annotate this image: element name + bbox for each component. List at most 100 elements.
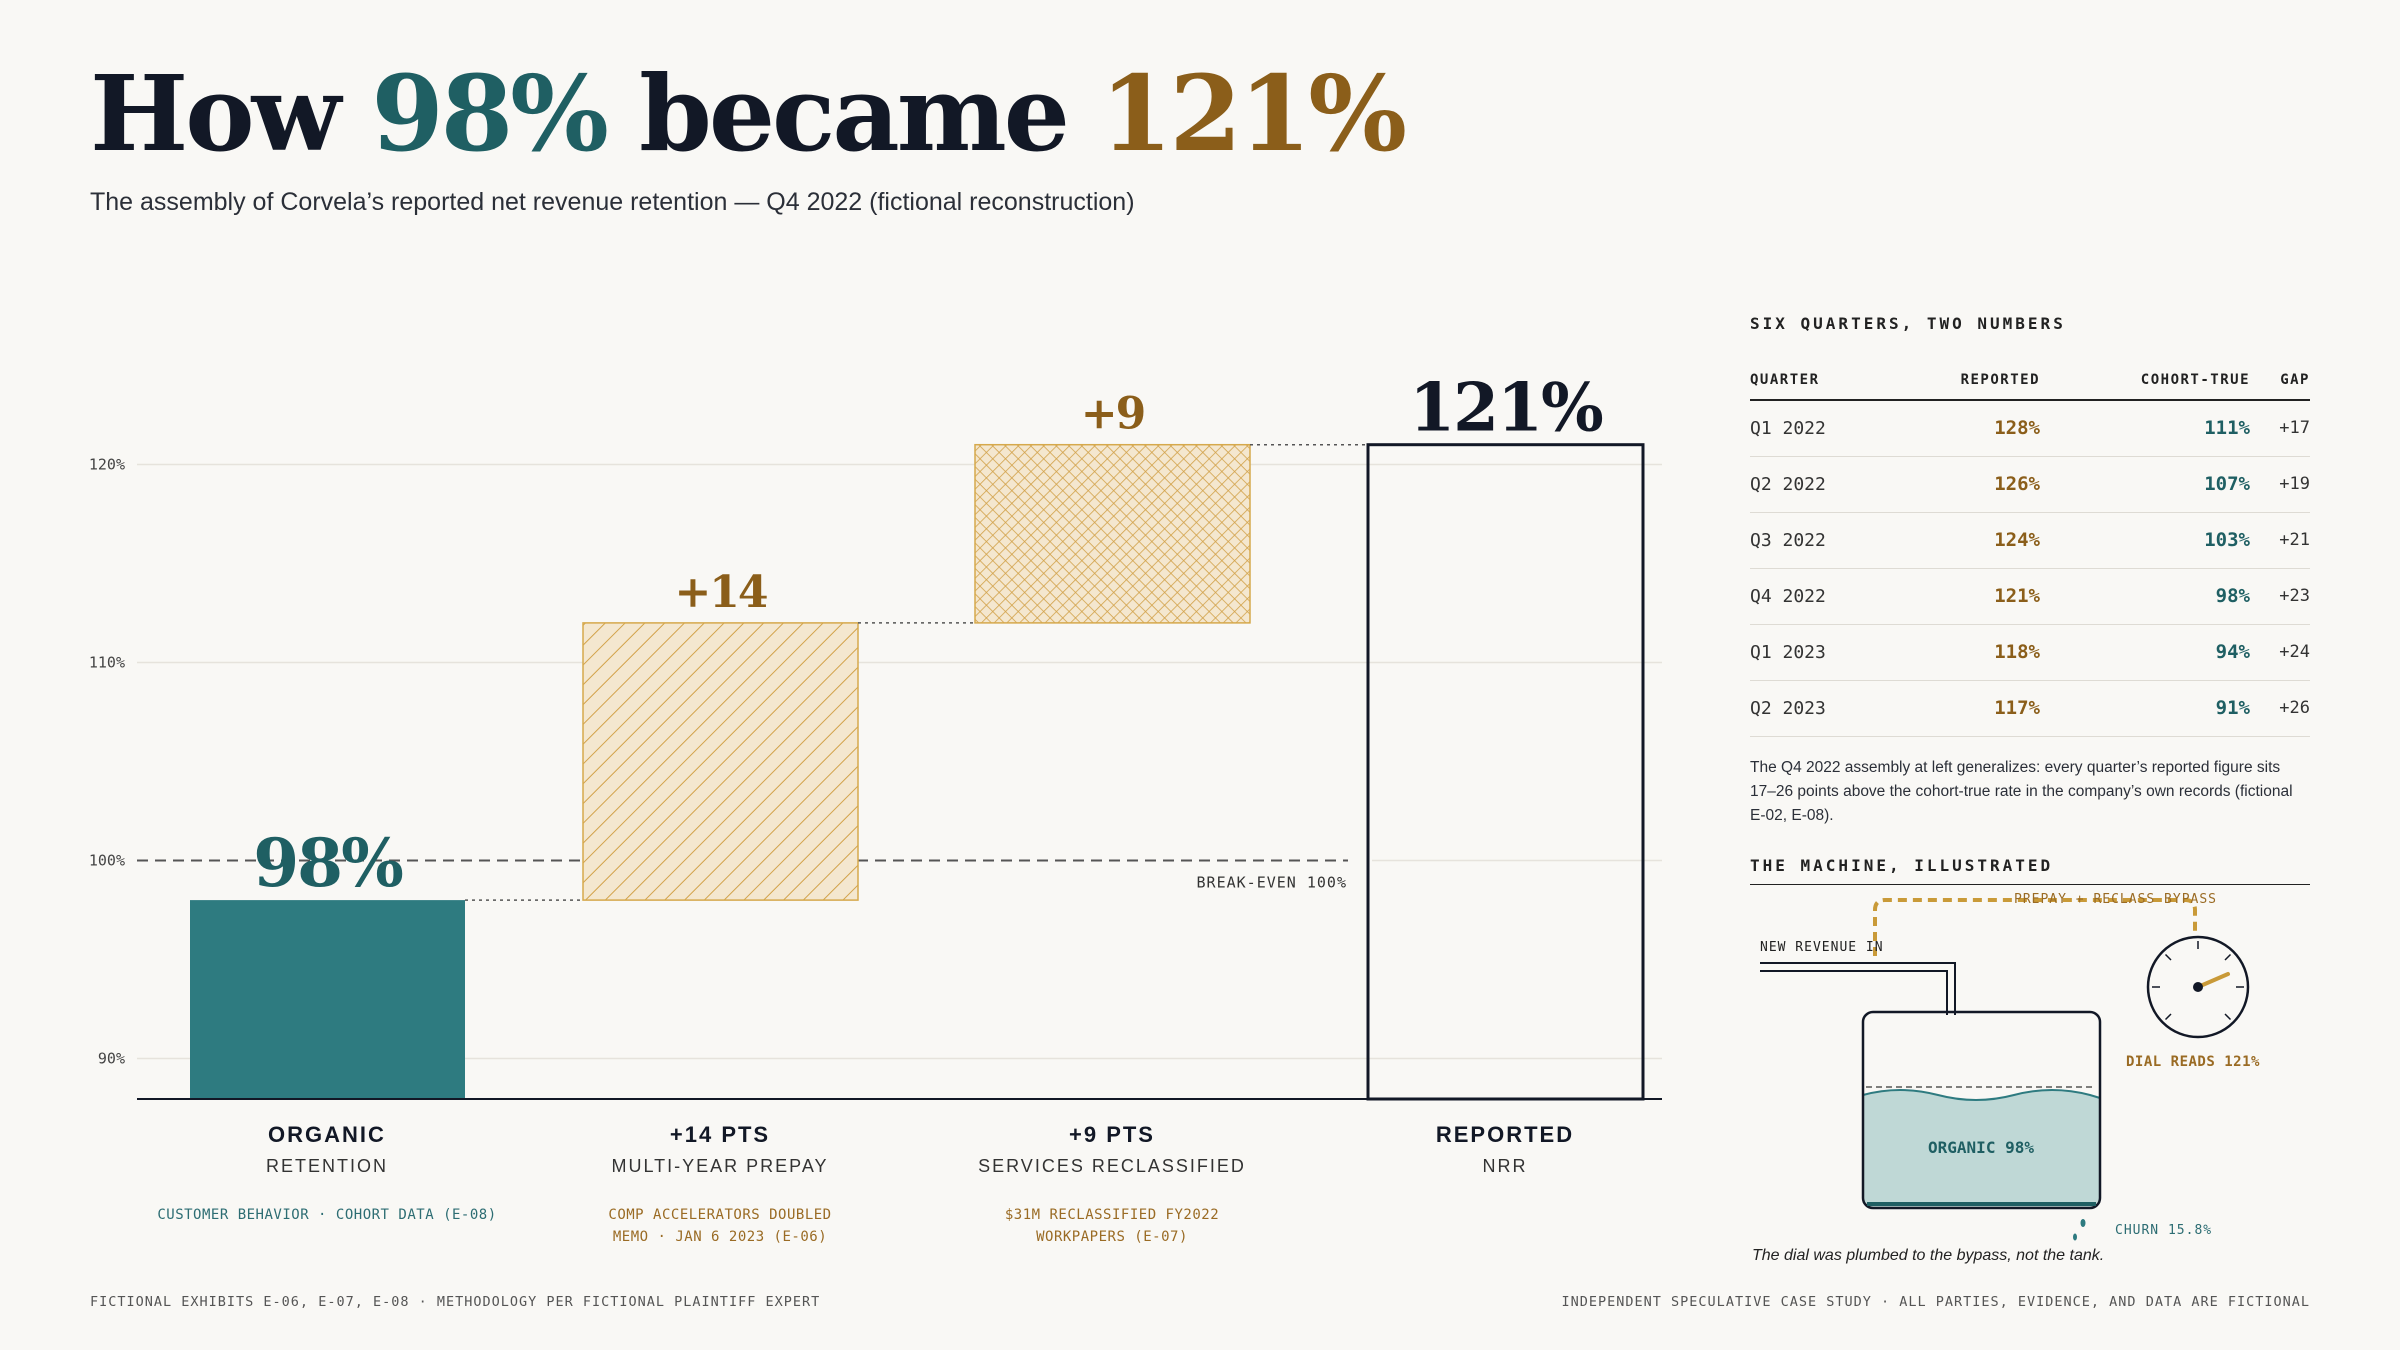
value-label: +9 — [1081, 389, 1144, 440]
tank-label: ORGANIC 98% — [1928, 1138, 2034, 1157]
cell-gap: +24 — [2250, 624, 2310, 681]
cell-reported: 124% — [1900, 512, 2040, 569]
tank-liquid — [1863, 1090, 2100, 1208]
table-row: Q3 2022 124% 103% +21 — [1750, 512, 2310, 569]
chart-grid: 90% 100% 110% 120% BREAK-EVEN 100% — [89, 456, 1662, 1068]
col-gap: GAP — [2250, 360, 2310, 401]
dial-gauge-icon — [2146, 935, 2250, 1039]
tank-liquid-surface — [1862, 1089, 2101, 1101]
chart-bars — [190, 443, 1645, 1101]
machine-heading: THE MACHINE, ILLUSTRATED — [1750, 856, 2054, 875]
col-cohort-true: COHORT-TRUE — [2040, 360, 2250, 401]
category-note-prepay: COMP ACCELERATORS DOUBLED MEMO · JAN 6 2… — [540, 1204, 900, 1248]
cell-cohort-true: 91% — [2040, 680, 2250, 737]
category-sub-organic: RETENTION — [265, 1156, 388, 1176]
quarters-table: QUARTER REPORTED COHORT-TRUE GAP Q1 2022… — [1750, 360, 2310, 737]
value-label: +14 — [674, 567, 766, 618]
cell-cohort-true: 103% — [2040, 512, 2250, 569]
value-label: 98% — [253, 824, 403, 902]
page-subtitle: The assembly of Corvela’s reported net r… — [90, 188, 1135, 216]
inflow-pipe-gap — [1760, 964, 1772, 970]
bypass-pipe — [1873, 898, 2197, 956]
table-note: The Q4 2022 assembly at left generalizes… — [1750, 759, 2293, 824]
category-note-prepay-line-2: MEMO · JAN 6 2023 (E-06) — [612, 1229, 828, 1245]
tank — [1861, 1010, 2102, 1210]
category-sub-reclass: SERVICES RECLASSIFIED — [978, 1156, 1246, 1176]
col-reported: REPORTED — [1900, 360, 2040, 401]
y-tick-label: 110% — [89, 654, 125, 672]
cell-quarter: Q2 2023 — [1750, 680, 1900, 737]
y-tick-label: 120% — [89, 456, 125, 474]
category-note-organic: CUSTOMER BEHAVIOR · COHORT DATA (E-08) — [147, 1204, 507, 1226]
footer-left: FICTIONAL EXHIBITS E-06, E-07, E-08 · ME… — [90, 1294, 821, 1310]
footer-right: INDEPENDENT SPECULATIVE CASE STUDY · ALL… — [1561, 1294, 2310, 1310]
category-title-prepay: +14 PTS — [669, 1122, 771, 1147]
category-sub-reported: NRR — [1482, 1156, 1528, 1176]
waterfall-chart: 90% 100% 110% 120% BREAK-EVEN 100% 98% +14 +9 1… — [89, 369, 1662, 1101]
table-row: Q4 2022 121% 98% +23 — [1750, 568, 2310, 625]
col-quarter: QUARTER — [1750, 360, 1900, 401]
machine-caption: The dial was plumbed to the bypass, not … — [1752, 1247, 2105, 1264]
machine-heading-rule — [1750, 884, 2310, 885]
title-part-1: How — [90, 52, 372, 175]
cell-quarter: Q1 2022 — [1750, 400, 1900, 457]
table-heading: SIX QUARTERS, TWO NUMBERS — [1750, 314, 2066, 333]
value-label: 121% — [1409, 369, 1603, 447]
inflow-label: NEW REVENUE IN — [1760, 940, 1884, 955]
category-sub-prepay: MULTI-YEAR PREPAY — [611, 1156, 829, 1176]
category-title-organic: ORGANIC — [268, 1122, 386, 1147]
dial-label: DIAL READS 121% — [2126, 1054, 2260, 1070]
title-reported-value: 121% — [1100, 52, 1407, 175]
cell-quarter: Q4 2022 — [1750, 568, 1900, 625]
page-title: How 98% became 121% — [90, 62, 1407, 166]
table-header-row: QUARTER REPORTED COHORT-TRUE GAP — [1750, 360, 2310, 401]
churn-label: CHURN 15.8% — [2115, 1223, 2212, 1238]
cell-quarter: Q1 2023 — [1750, 624, 1900, 681]
cell-gap: +26 — [2250, 680, 2310, 737]
cell-reported: 121% — [1900, 568, 2040, 625]
table-body: Q1 2022 128% 111% +17 Q2 2022 126% 107% +19 Q3 2… — [1750, 400, 2310, 737]
title-part-3: became — [605, 52, 1101, 175]
category-title-reclass: +9 PTS — [1069, 1122, 1155, 1147]
cell-quarter: Q2 2022 — [1750, 456, 1900, 513]
bypass-label: PREPAY + RECLASS BYPASS — [2014, 892, 2217, 907]
inflow-pipe-inner — [1760, 970, 1948, 1015]
machine-illustration: PREPAY + RECLASS BYPASS NEW REVENUE IN O… — [1760, 892, 2260, 1241]
category-note-reclass: $31M RECLASSIFIED FY2022 WORKPAPERS (E-0… — [932, 1204, 1292, 1248]
table-row: Q1 2023 118% 94% +24 — [1750, 624, 2310, 681]
y-tick-label: 100% — [89, 852, 125, 870]
bar-organic-retention — [190, 900, 465, 1099]
inflow-pipe-outer — [1760, 962, 1956, 1015]
cell-quarter: Q3 2022 — [1750, 512, 1900, 569]
category-note-reclass-line-1: $31M RECLASSIFIED FY2022 — [1004, 1207, 1220, 1223]
cell-cohort-true: 98% — [2040, 568, 2250, 625]
cell-reported: 118% — [1900, 624, 2040, 681]
cell-reported: 126% — [1900, 456, 2040, 513]
break-even-label: BREAK-EVEN 100% — [1197, 874, 1347, 892]
chart-value-labels: 98% +14 +9 121% — [253, 369, 1605, 902]
cell-gap: +21 — [2250, 512, 2310, 569]
title-organic-value: 98% — [371, 52, 609, 175]
cell-gap: +17 — [2250, 400, 2310, 457]
bar-services-reclassified — [974, 443, 1251, 624]
cell-cohort-true: 94% — [2040, 624, 2250, 681]
churn-drop-icon — [2080, 1219, 2086, 1227]
cell-cohort-true: 107% — [2040, 456, 2250, 513]
cell-gap: +23 — [2250, 568, 2310, 625]
cell-reported: 128% — [1900, 400, 2040, 457]
bar-multi-year-prepay — [582, 622, 859, 901]
churn-drop-icon — [2073, 1233, 2077, 1241]
category-title-reported: REPORTED — [1435, 1122, 1575, 1147]
table-row: Q2 2022 126% 107% +19 — [1750, 456, 2310, 513]
tank-bottom-line — [1867, 1202, 2096, 1206]
y-tick-label: 90% — [98, 1050, 125, 1068]
category-note-prepay-line-1: COMP ACCELERATORS DOUBLED — [608, 1207, 832, 1223]
cell-reported: 117% — [1900, 680, 2040, 737]
table-row: Q1 2022 128% 111% +17 — [1750, 400, 2310, 457]
category-note-reclass-line-2: WORKPAPERS (E-07) — [1036, 1229, 1188, 1245]
bar-reported-nrr — [1366, 443, 1645, 1101]
cell-gap: +19 — [2250, 456, 2310, 513]
cell-cohort-true: 111% — [2040, 400, 2250, 457]
table-row: Q2 2023 117% 91% +26 — [1750, 680, 2310, 737]
category-note-organic-line-1: CUSTOMER BEHAVIOR · COHORT DATA (E-08) — [157, 1207, 497, 1223]
